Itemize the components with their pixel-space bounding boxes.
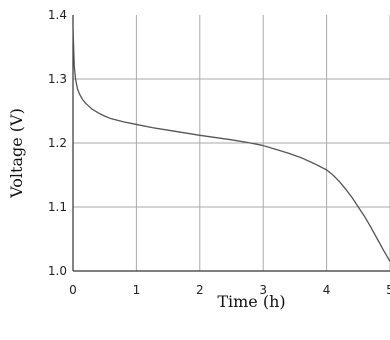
label-layer: 0 1 2 3 4 5 1.0 1.1 1.2 1.3 1.4 xyxy=(48,8,390,297)
x-tick-label: 0 xyxy=(69,283,77,297)
x-tick-label: 2 xyxy=(196,283,204,297)
x-tick-label: 3 xyxy=(259,283,267,297)
y-tick-label: 1.1 xyxy=(48,200,67,214)
series-layer xyxy=(72,27,390,262)
y-tick-label: 1.0 xyxy=(48,264,67,278)
x-tick-label: 1 xyxy=(133,283,141,297)
y-axis-title: Voltage (V) xyxy=(7,108,26,199)
y-tick-label: 1.2 xyxy=(48,136,67,150)
x-axis-title: Time (h) xyxy=(217,292,285,311)
y-tick-label: 1.4 xyxy=(48,8,67,22)
y-tick-label: 1.3 xyxy=(48,72,67,86)
x-tick-label: 4 xyxy=(323,283,331,297)
x-tick-label: 5 xyxy=(386,283,390,297)
grid-layer xyxy=(73,15,390,271)
axis-layer xyxy=(72,15,390,272)
series-line-0 xyxy=(72,27,390,262)
